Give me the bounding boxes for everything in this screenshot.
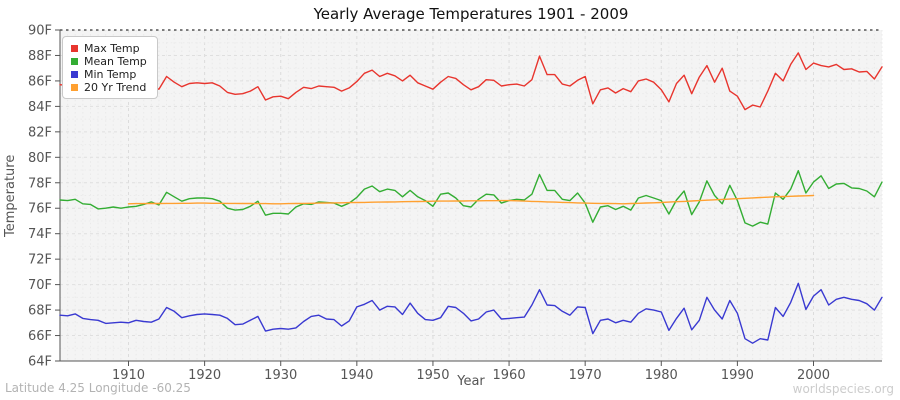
y-tick-label: 64F (28, 355, 52, 370)
y-tick-label: 66F (28, 329, 52, 344)
min-temp-swatch-icon (71, 70, 78, 78)
x-tick-label: 1950 (416, 368, 449, 383)
y-tick-label: 70F (28, 278, 52, 293)
y-tick-label: 74F (28, 227, 52, 242)
y-tick-label: 84F (28, 100, 52, 115)
y-tick-label: 78F (28, 176, 52, 191)
min-temp-line (59, 282, 883, 344)
x-tick-label: 2000 (797, 368, 830, 383)
max-temp-line (59, 52, 883, 111)
legend-label-max-temp: Max Temp (84, 41, 140, 55)
y-tick-label: 68F (28, 304, 52, 319)
x-tick-label: 1960 (493, 368, 526, 383)
legend-item-max-temp: Max Temp (71, 41, 147, 55)
y-tick-label: 88F (28, 49, 52, 64)
coordinates-label: Latitude 4.25 Longitude -60.25 (5, 381, 191, 395)
legend-item-20yr-trend: 20 Yr Trend (71, 80, 147, 94)
max-temp-swatch-icon (71, 44, 78, 52)
legend: Max Temp Mean Temp Min Temp 20 Yr Trend (62, 36, 158, 99)
mean-temp-swatch-icon (71, 57, 78, 65)
y-axis-title: Temperature (3, 154, 18, 237)
watermark-label: worldspecies.org (792, 382, 894, 396)
x-tick-label: 1940 (340, 368, 373, 383)
20-yr-trend-line (127, 194, 815, 205)
chart-title: Yearly Average Temperatures 1901 - 2009 (313, 5, 629, 23)
legend-item-min-temp: Min Temp (71, 67, 147, 81)
x-tick-label: 1930 (264, 368, 297, 383)
x-axis-title: Year (457, 374, 485, 389)
y-tick-label: 72F (28, 253, 52, 268)
y-tick-label: 90F (28, 24, 52, 39)
legend-label-mean-temp: Mean Temp (84, 54, 147, 68)
x-tick-label: 1920 (188, 368, 221, 383)
y-tick-label: 86F (28, 74, 52, 89)
x-tick-label: 1910 (112, 368, 145, 383)
x-tick-label: 1980 (645, 368, 678, 383)
y-tick-label: 82F (28, 125, 52, 140)
y-tick-label: 76F (28, 202, 52, 217)
y-tick-label: 80F (28, 151, 52, 166)
legend-item-mean-temp: Mean Temp (71, 54, 147, 68)
x-tick-label: 1990 (721, 368, 754, 383)
mean-temp-line (59, 169, 883, 227)
legend-label-20yr-trend: 20 Yr Trend (84, 80, 147, 94)
trend-swatch-icon (71, 83, 78, 91)
x-tick-label: 1970 (569, 368, 602, 383)
legend-label-min-temp: Min Temp (84, 67, 137, 81)
